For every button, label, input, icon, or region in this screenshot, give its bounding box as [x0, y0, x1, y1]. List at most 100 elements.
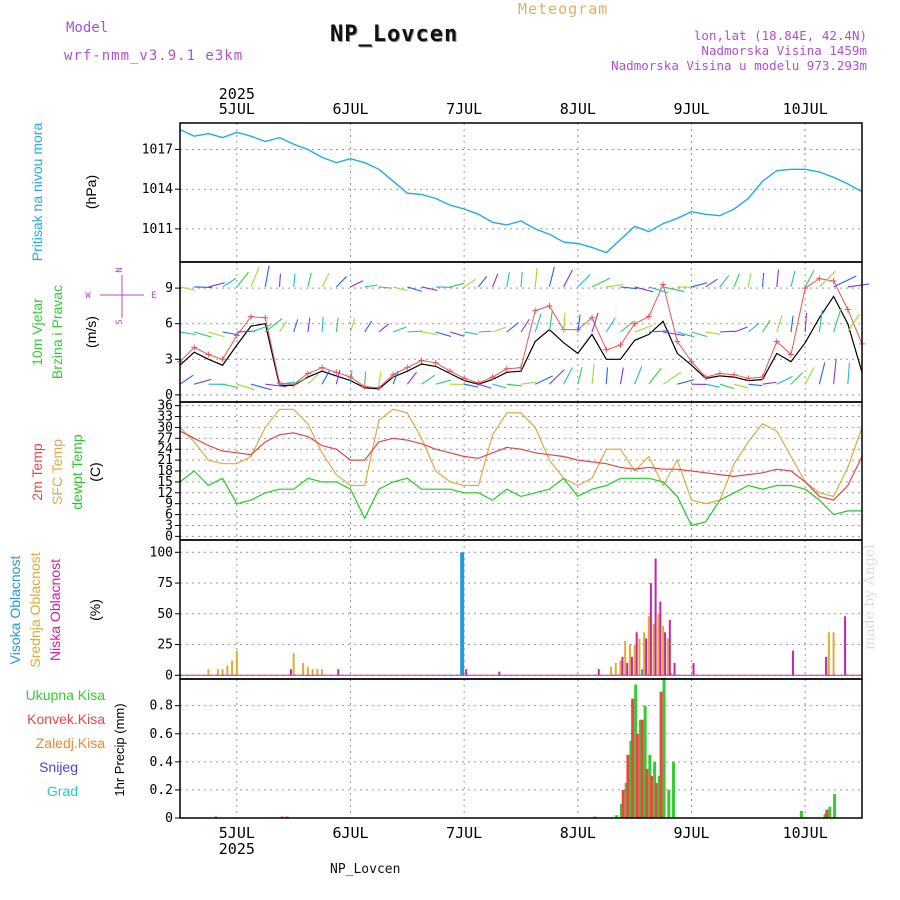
temp-ylabel-2: dewpt Temp: [69, 434, 85, 509]
wind-arrow-2-12: [350, 280, 364, 288]
wind-arrow-1-39: [733, 326, 748, 333]
wind-arrow-2-30: [606, 283, 623, 288]
wind-arrow-1-36: [691, 331, 708, 338]
precip-bar-1-4: [621, 789, 625, 818]
cloud-bar-1-14: [619, 660, 622, 676]
wind-arrow-1-13: [364, 320, 373, 333]
cloud-bar-1-8: [306, 666, 309, 676]
cloud-bar-2-10: [649, 583, 652, 676]
precip-bar-1-13: [825, 809, 829, 818]
precip-bar-0-3: [629, 740, 633, 818]
precip-bar-1-7: [635, 733, 639, 818]
gust-marker-7: [276, 380, 283, 387]
gust-marker-5: [248, 313, 255, 320]
wind-arrow-1-38: [719, 330, 735, 333]
wind-arrow-2-46: [833, 275, 857, 288]
cloud-bar-1-2: [221, 669, 224, 676]
wind-arrow-1-6: [264, 318, 283, 333]
wind-arrow-2-29: [591, 277, 611, 288]
day-label-top-2: 7JUL: [446, 100, 482, 118]
gust-marker-21: [475, 380, 482, 387]
pressure-unit: (hPa): [83, 175, 99, 209]
y-tick-label-pressure-2: 1017: [142, 142, 173, 157]
cloud-bar-2-18: [825, 656, 828, 676]
day-label-bottom-4: 9JUL: [673, 824, 709, 842]
wind-arrow-1-11: [335, 317, 339, 333]
y-tick-label-temperature-1: 3: [165, 518, 173, 533]
wind-arrow-1-26: [548, 311, 553, 333]
wind-arrow-0-39: [733, 383, 749, 389]
day-label-bottom-5: 10JUL: [783, 824, 828, 842]
cloud-bar-1-9: [311, 669, 314, 676]
wind-arrow-0-24: [520, 381, 537, 385]
cloud-bar-0-0: [460, 552, 465, 676]
wind-arrow-0-12: [349, 370, 353, 385]
gust-marker-11: [333, 369, 340, 376]
cloud-bar-2-13: [664, 632, 667, 676]
wind-arrow-0-14: [378, 371, 382, 385]
wind-arrow-2-41: [761, 272, 765, 287]
y-tick-label-temperature-11: 33: [157, 410, 173, 425]
precip-bar-1-12: [659, 691, 663, 818]
precip-bar-0-39: [799, 810, 803, 818]
cloud-bar-1-15: [624, 640, 627, 676]
cloud-bar-1-17: [633, 644, 636, 676]
wind-arrow-2-11: [335, 276, 347, 288]
precip-bar-1-11: [654, 782, 658, 818]
y-tick-label-temperature-3: 9: [165, 497, 173, 512]
wind-arrow-0-35: [677, 379, 695, 385]
gust-marker-45: [816, 275, 823, 282]
wind-arrow-1-18: [435, 331, 452, 337]
precip-bar-0-8: [653, 761, 657, 818]
gust-marker-30: [603, 346, 610, 353]
cloud-bar-1-10: [316, 669, 319, 676]
wind-arrow-2-20: [463, 278, 477, 288]
y-tick-label-clouds-2: 50: [157, 607, 173, 622]
cloud-bar-1-12: [609, 666, 612, 676]
wind-arrow-1-24: [520, 318, 530, 333]
wind-arrow-1-37: [705, 331, 720, 335]
wind-arrow-2-6: [264, 265, 270, 288]
wind-sublabel: Brzina i Pravac: [49, 285, 65, 379]
meteogram-label: Meteogram: [518, 0, 609, 18]
panel-frame-pressure: [179, 122, 863, 263]
y-tick-label-temperature-5: 15: [157, 475, 173, 490]
wind-arrow-1-2: [208, 331, 225, 338]
wind-arrow-0-44: [804, 367, 815, 385]
gust-marker-6: [262, 314, 269, 321]
y-tick-label-precip-2: 0.4: [150, 755, 174, 770]
panel-frame-precip: [179, 678, 863, 819]
cloud-bar-2-0: [289, 669, 292, 676]
wind-unit: (m/s): [83, 316, 99, 348]
wind-arrow-2-2: [208, 282, 225, 288]
wind-arrow-0-9: [307, 373, 319, 385]
day-label-top-1: 6JUL: [332, 100, 368, 118]
lonlat-info: lon,lat (18.84E, 42.4N): [693, 28, 867, 43]
cloud-bar-1-4: [231, 660, 234, 676]
wind-arrow-0-28: [577, 367, 583, 385]
gust-marker-2: [205, 351, 212, 358]
precip-bar-0-10: [662, 677, 666, 818]
cloud-bar-1-22: [657, 613, 660, 676]
day-label-bottom-3: 8JUL: [560, 824, 596, 842]
wind-arrow-2-0: [179, 286, 196, 291]
wind-arrow-1-27: [563, 312, 566, 333]
panel-frame-clouds: [179, 539, 863, 680]
y-tick-label-wind-1: 3: [165, 352, 173, 367]
wind-arrow-0-22: [492, 383, 507, 389]
wind-arrow-1-7: [278, 320, 288, 333]
wind-arrow-2-10: [321, 273, 330, 288]
cloud-bar-1-3: [226, 665, 229, 676]
gust-marker-13: [361, 383, 368, 390]
day-label-top-3: 8JUL: [560, 100, 596, 118]
cloud-bar-1-20: [647, 616, 650, 676]
cloud-bar-2-7: [630, 656, 633, 676]
wind-arrow-2-14: [378, 286, 392, 289]
cloud-bar-1-26: [832, 632, 835, 676]
wind-arrow-0-37: [705, 383, 720, 388]
wind-ylabel: 10m Vjetar: [29, 298, 45, 366]
wind-arrow-1-12: [349, 318, 356, 333]
gust-marker-18: [432, 359, 439, 366]
wind-arrow-1-19: [449, 331, 465, 337]
pressure-line: [179, 128, 863, 254]
